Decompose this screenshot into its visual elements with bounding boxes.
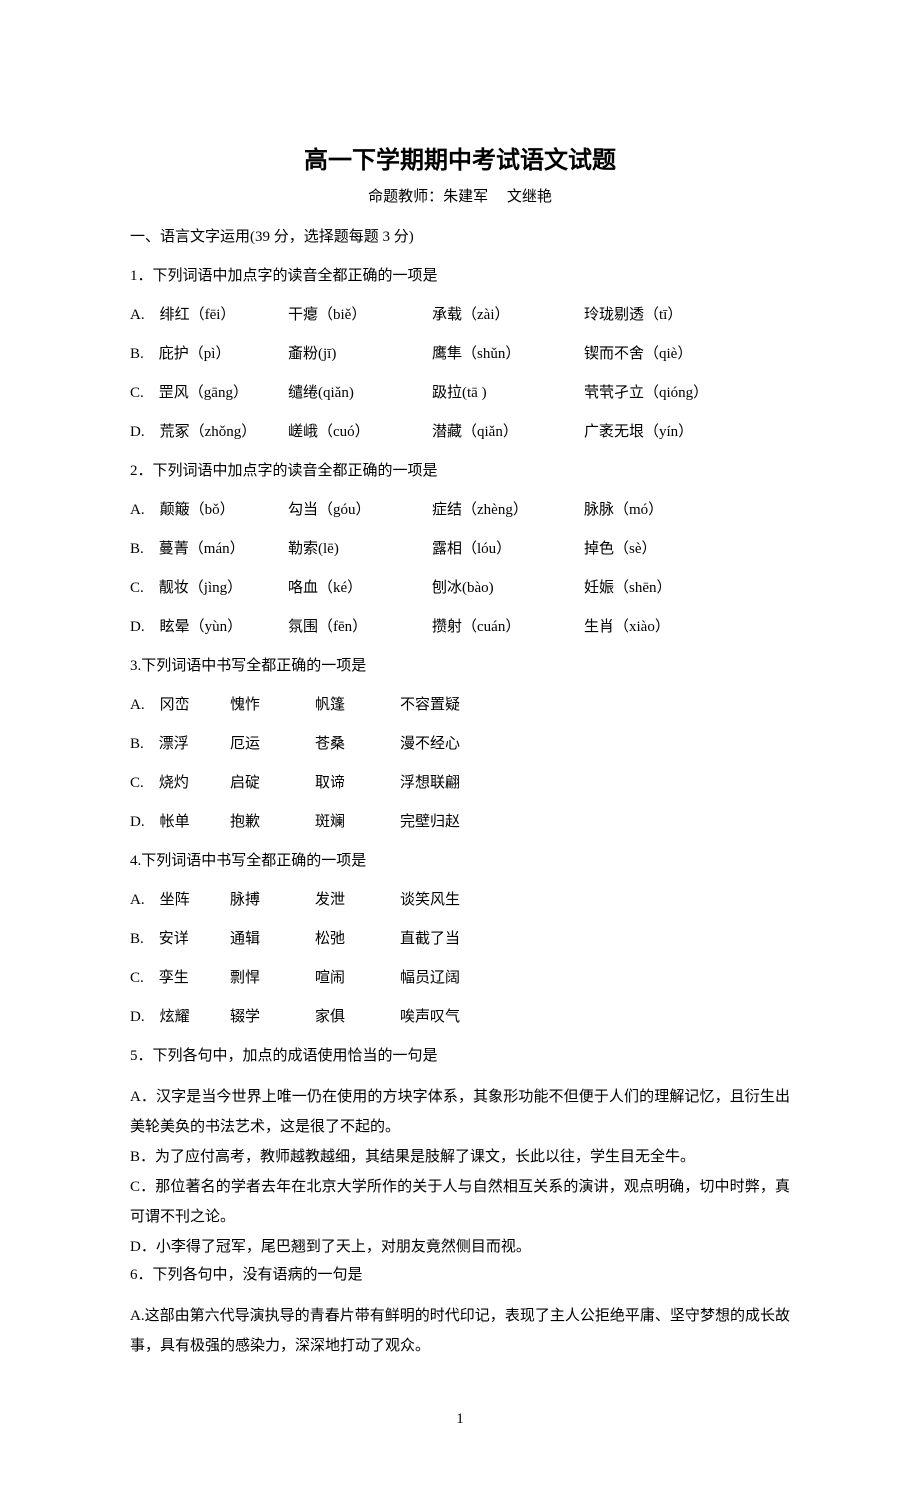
q4-opt-a-label: A. 坐阵: [130, 887, 230, 914]
q2-option-d: D. 眩晕（yùn） 氛围（fēn） 攒射（cuán） 生肖（xiào）: [130, 614, 790, 641]
q1-opt-a-c2: 干瘪（biě）: [288, 302, 432, 329]
q3-option-b: B. 漂浮 厄运 苍桑 漫不经心: [130, 731, 790, 758]
q4-opt-a-c4: 谈笑风生: [400, 887, 485, 914]
q2-opt-b-c3: 露相（lóu）: [432, 536, 584, 563]
q4-opt-d-c2: 辍学: [230, 1004, 315, 1031]
q2-option-c: C. 靓妆（jìng） 咯血（ké） 刨冰(bào) 妊娠（shēn）: [130, 575, 790, 602]
q2-opt-a-c4: 脉脉（mó）: [584, 497, 790, 524]
q5-option-b: B．为了应付高考，教师越教越细，其结果是肢解了课文，长此以往，学生目无全牛。: [130, 1142, 790, 1172]
q3-opt-c-label: C. 烧灼: [130, 770, 230, 797]
q4-opt-a-c2: 脉搏: [230, 887, 315, 914]
q1-stem: 1．下列词语中加点字的读音全都正确的一项是: [130, 263, 790, 290]
q5-option-c: C．那位著名的学者去年在北京大学所作的关于人与自然相互关系的演讲，观点明确，切中…: [130, 1172, 790, 1232]
q2-opt-c-c2: 咯血（ké）: [288, 575, 432, 602]
q1-option-c: C. 罡风（gāng） 缱绻(qiǎn) 趿拉(tā ) 茕茕孑立（qióng）: [130, 380, 790, 407]
q2-opt-a-label: A. 颠簸（bǒ）: [130, 497, 288, 524]
q4-option-b: B. 安详 通辑 松弛 直截了当: [130, 926, 790, 953]
q3-opt-d-c2: 抱歉: [230, 809, 315, 836]
q1-opt-a-label: A. 绯红（fēi）: [130, 302, 288, 329]
q1-opt-b-c3: 鹰隼（shǔn）: [432, 341, 584, 368]
q1-option-b: B. 庇护（pì） 齑粉(jī) 鹰隼（shǔn） 锲而不舍（qiè）: [130, 341, 790, 368]
q2-opt-d-label: D. 眩晕（yùn）: [130, 614, 288, 641]
q4-opt-c-c4: 幅员辽阔: [400, 965, 485, 992]
q5-option-d: D．小李得了冠军，尾巴翘到了天上，对朋友竟然侧目而视。: [130, 1232, 790, 1262]
q2-opt-b-c4: 掉色（sè）: [584, 536, 790, 563]
q1-option-a: A. 绯红（fēi） 干瘪（biě） 承载（zài） 玲珑剔透（tī）: [130, 302, 790, 329]
q5-option-a: A．汉字是当今世界上唯一仍在使用的方块字体系，其象形功能不但便于人们的理解记忆，…: [130, 1082, 790, 1142]
q3-opt-b-c4: 漫不经心: [400, 731, 485, 758]
q4-option-d: D. 炫耀 辍学 家俱 唉声叹气: [130, 1004, 790, 1031]
q2-opt-b-c2: 勒索(lē): [288, 536, 432, 563]
q4-opt-c-label: C. 孪生: [130, 965, 230, 992]
q1-opt-c-label: C. 罡风（gāng）: [130, 380, 288, 407]
page-number: 1: [130, 1411, 790, 1428]
q2-stem: 2．下列词语中加点字的读音全都正确的一项是: [130, 458, 790, 485]
q4-opt-b-c4: 直截了当: [400, 926, 485, 953]
q2-opt-d-c2: 氛围（fēn）: [288, 614, 432, 641]
q4-opt-c-c3: 喧闹: [315, 965, 400, 992]
q2-opt-c-label: C. 靓妆（jìng）: [130, 575, 288, 602]
q4-option-a: A. 坐阵 脉搏 发泄 谈笑风生: [130, 887, 790, 914]
q4-opt-d-c4: 唉声叹气: [400, 1004, 485, 1031]
q1-opt-d-label: D. 荒冢（zhǒng）: [130, 419, 288, 446]
q1-opt-d-c3: 潜藏（qiǎn）: [432, 419, 584, 446]
q2-opt-d-c3: 攒射（cuán）: [432, 614, 584, 641]
q1-opt-b-label: B. 庇护（pì）: [130, 341, 288, 368]
q1-opt-d-c4: 广袤无垠（yín）: [584, 419, 790, 446]
q3-opt-b-label: B. 漂浮: [130, 731, 230, 758]
q1-opt-a-c3: 承载（zài）: [432, 302, 584, 329]
q1-option-d: D. 荒冢（zhǒng） 嵯峨（cuó） 潜藏（qiǎn） 广袤无垠（yín）: [130, 419, 790, 446]
q3-opt-d-c4: 完壁归赵: [400, 809, 485, 836]
q3-option-d: D. 帐单 抱歉 斑斓 完壁归赵: [130, 809, 790, 836]
q1-opt-a-c4: 玲珑剔透（tī）: [584, 302, 790, 329]
q3-opt-a-c4: 不容置疑: [400, 692, 485, 719]
q4-opt-d-c3: 家俱: [315, 1004, 400, 1031]
q1-opt-c-c3: 趿拉(tā ): [432, 380, 584, 407]
page-title: 高一下学期期中考试语文试题: [130, 140, 790, 175]
q4-opt-b-c3: 松弛: [315, 926, 400, 953]
q2-opt-d-c4: 生肖（xiào）: [584, 614, 790, 641]
q4-stem: 4.下列词语中书写全都正确的一项是: [130, 848, 790, 875]
q3-stem: 3.下列词语中书写全都正确的一项是: [130, 653, 790, 680]
q2-opt-c-c4: 妊娠（shēn）: [584, 575, 790, 602]
q1-opt-b-c2: 齑粉(jī): [288, 341, 432, 368]
q4-opt-b-label: B. 安详: [130, 926, 230, 953]
q3-opt-a-c3: 帆篷: [315, 692, 400, 719]
q1-opt-c-c4: 茕茕孑立（qióng）: [584, 380, 790, 407]
q4-opt-d-label: D. 炫耀: [130, 1004, 230, 1031]
subtitle-authors: 命题教师：朱建军 文继艳: [130, 185, 790, 206]
q6-option-a: A.这部由第六代导演执导的青春片带有鲜明的时代印记，表现了主人公拒绝平庸、坚守梦…: [130, 1301, 790, 1361]
q4-opt-a-c3: 发泄: [315, 887, 400, 914]
q2-opt-a-c2: 勾当（góu）: [288, 497, 432, 524]
q4-opt-c-c2: 剽悍: [230, 965, 315, 992]
q1-opt-c-c2: 缱绻(qiǎn): [288, 380, 432, 407]
q3-option-c: C. 烧灼 启碇 取谛 浮想联翩: [130, 770, 790, 797]
q3-opt-b-c2: 厄运: [230, 731, 315, 758]
q4-option-c: C. 孪生 剽悍 喧闹 幅员辽阔: [130, 965, 790, 992]
q3-opt-c-c2: 启碇: [230, 770, 315, 797]
q3-opt-d-c3: 斑斓: [315, 809, 400, 836]
q1-opt-d-c2: 嵯峨（cuó）: [288, 419, 432, 446]
q3-opt-a-c2: 愧怍: [230, 692, 315, 719]
q5-stem: 5．下列各句中，加点的成语使用恰当的一句是: [130, 1043, 790, 1070]
q3-option-a: A. 冈峦 愧怍 帆篷 不容置疑: [130, 692, 790, 719]
q3-opt-c-c4: 浮想联翩: [400, 770, 485, 797]
q3-opt-b-c3: 苍桑: [315, 731, 400, 758]
q1-opt-b-c4: 锲而不舍（qiè）: [584, 341, 790, 368]
q6-stem: 6．下列各句中，没有语病的一句是: [130, 1262, 790, 1289]
q3-opt-a-label: A. 冈峦: [130, 692, 230, 719]
q2-opt-c-c3: 刨冰(bào): [432, 575, 584, 602]
q3-opt-d-label: D. 帐单: [130, 809, 230, 836]
q4-opt-b-c2: 通辑: [230, 926, 315, 953]
q2-option-b: B. 蔓菁（mán） 勒索(lē) 露相（lóu） 掉色（sè）: [130, 536, 790, 563]
q2-opt-a-c3: 症结（zhèng）: [432, 497, 584, 524]
q2-opt-b-label: B. 蔓菁（mán）: [130, 536, 288, 563]
section-1-header: 一、语言文字运用(39 分，选择题每题 3 分): [130, 224, 790, 251]
q3-opt-c-c3: 取谛: [315, 770, 400, 797]
q2-option-a: A. 颠簸（bǒ） 勾当（góu） 症结（zhèng） 脉脉（mó）: [130, 497, 790, 524]
